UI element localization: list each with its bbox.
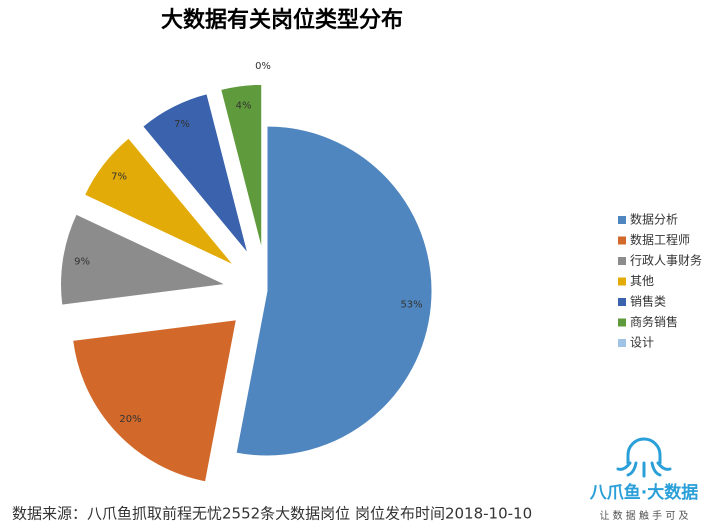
legend-swatch — [618, 216, 626, 224]
legend-swatch — [618, 277, 626, 286]
legend-label: 商务销售 — [630, 314, 678, 329]
legend-swatch — [618, 236, 626, 245]
legend-label: 数据分析 — [630, 212, 678, 227]
logo-icon — [616, 437, 672, 478]
legend-label: 行政人事财务 — [630, 253, 702, 268]
legend-label: 数据工程师 — [630, 232, 690, 247]
logo-subtitle: 让 数 据 触 手 可 及 — [599, 509, 688, 522]
legend-label: 设计 — [630, 336, 654, 350]
pie-slice — [60, 213, 228, 306]
pie-slice — [220, 83, 263, 250]
data-label: 20% — [119, 414, 141, 425]
data-label: 4% — [236, 100, 252, 111]
legend-label: 其他 — [630, 274, 654, 288]
pie-slice — [83, 137, 235, 266]
source-note: 数据来源：八爪鱼抓取前程无忧2552条大数据岗位 岗位发布时间2018-10-1… — [12, 505, 532, 523]
data-label: 0% — [255, 61, 271, 72]
pie-slice — [72, 319, 238, 483]
data-label: 7% — [111, 171, 127, 182]
legend-label: 销售类 — [630, 294, 666, 309]
data-label: 53% — [400, 300, 422, 311]
legend-swatch — [618, 318, 626, 327]
pie-slice — [142, 93, 249, 254]
data-label: 9% — [74, 257, 90, 268]
legend-swatch — [618, 257, 626, 265]
chart-title: 大数据有关岗位类型分布 — [161, 7, 403, 33]
pie-slice — [235, 125, 433, 457]
legend-swatch — [618, 339, 626, 347]
logo-title: 八爪鱼·大数据 — [590, 482, 698, 503]
legend-swatch — [618, 298, 626, 306]
data-label: 7% — [174, 119, 190, 130]
